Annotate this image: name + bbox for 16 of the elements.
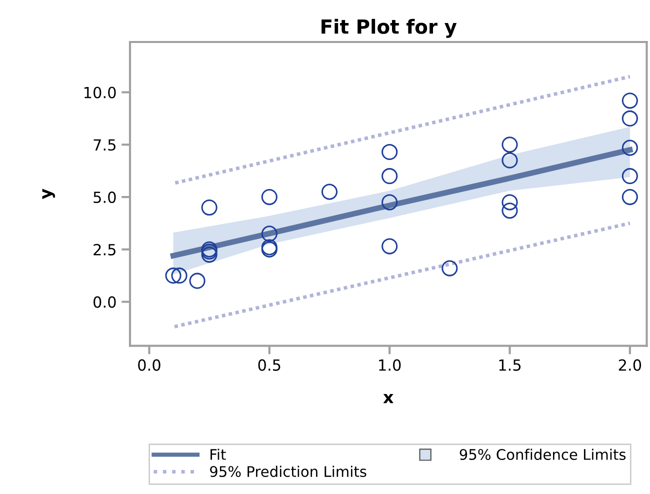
y-axis-title: y [42,188,56,200]
x-tick-label: 1.5 [499,359,521,371]
x-tick-label: 0.5 [258,359,280,371]
y-tick-label: 0.0 [94,296,116,308]
y-tick-label: 7.5 [94,139,116,151]
y-tick-label: 10.0 [84,86,116,98]
x-tick-label: 0.0 [138,359,160,371]
y-tick-label: 5.0 [94,192,116,204]
legend-label: 95% Confidence Limits [460,448,626,460]
legend-label: 95% Prediction Limits [210,466,366,478]
x-tick-label: 2.0 [618,359,642,371]
x-tick-label: 1.0 [379,359,401,371]
legend-label: Fit [210,448,226,460]
chart-title: Fit Plot for y [322,18,457,38]
x-axis-title: x [383,394,394,404]
y-tick-label: 2.5 [94,244,116,256]
